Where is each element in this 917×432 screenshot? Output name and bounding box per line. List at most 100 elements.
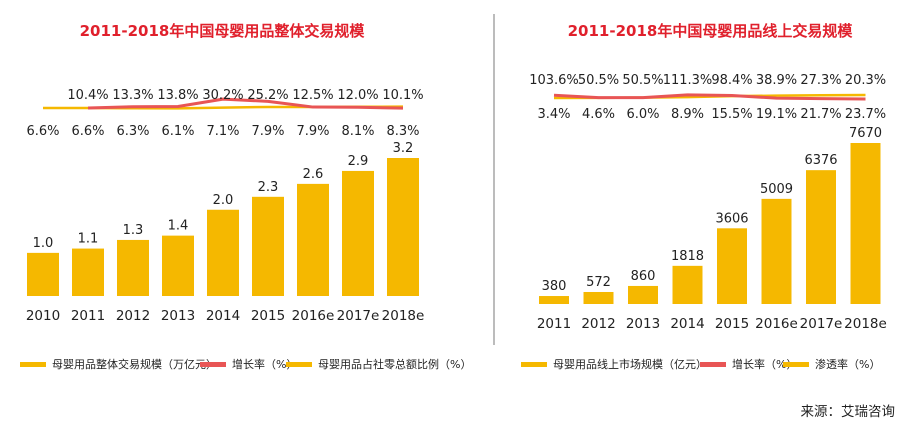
l-bar-2013	[162, 235, 194, 296]
right-chart: 2011-2018年中国母婴用品线上交易规模 3.4% 4.6% 6.0% 8.9% 1…	[521, 22, 887, 371]
r-category-tick: 2013	[626, 316, 660, 332]
left-growth-line-group: 10.4% 13.3% 13.8% 30.2% 25.2% 12.5% 12.0% 10.1%	[67, 88, 424, 110]
r-ratio-label: 15.5%	[711, 107, 752, 122]
l-growth-label: 13.3%	[112, 88, 153, 103]
l-ratio-label: 6.6%	[71, 124, 104, 139]
l-growth-label: 10.1%	[382, 88, 423, 103]
r-ratio-label: 23.7%	[845, 107, 886, 122]
l-bar-label: 2.3	[258, 180, 279, 195]
r-growth-label: 27.3%	[800, 73, 841, 88]
left-bars-group: 1.0 2010 1.1 2011 1.3 2012 1.4 2013 2.0 2014 2.3 20…	[26, 141, 425, 324]
l-growth-line	[87, 97, 404, 110]
r-category-tick: 2017e	[800, 316, 843, 332]
r-growth-label: 38.9%	[756, 73, 797, 88]
r-category-tick: 2016e	[755, 316, 798, 332]
r-bar-label: 7670	[849, 126, 882, 141]
r-bar-label: 6376	[804, 153, 837, 168]
left-chart: 2011-2018年中国母婴用品整体交易规模 6.6% 6.6% 6.3% 6.1% 7…	[20, 22, 471, 371]
l-ratio-label: 7.9%	[296, 124, 329, 139]
r-growth-label: 50.5%	[622, 73, 663, 88]
l-bar-label: 1.0	[33, 236, 54, 251]
l-ratio-label: 7.1%	[206, 124, 239, 139]
l-growth-label: 12.5%	[292, 88, 333, 103]
r-bar-label: 5009	[760, 182, 793, 197]
right-chart-title: 2011-2018年中国母婴用品线上交易规模	[568, 22, 854, 40]
r-bar-label: 3606	[715, 211, 748, 226]
r-ratio-label: 8.9%	[671, 107, 704, 122]
r-growth-label: 111.3%	[663, 73, 713, 88]
r-legend-label: 增长率（%）	[732, 357, 797, 371]
source-note: 来源：艾瑞咨询	[801, 404, 896, 420]
r-legend-label: 母婴用品线上市场规模（亿元）	[553, 357, 707, 371]
r-growth-label: 50.5%	[578, 73, 619, 88]
l-bar-label: 3.2	[393, 141, 414, 156]
r-bar-2018e	[850, 143, 881, 304]
r-bar-2017e	[806, 170, 836, 304]
r-category-tick: 2011	[537, 316, 571, 332]
r-growth-label: 98.4%	[711, 73, 752, 88]
l-category-tick: 2014	[206, 308, 240, 324]
l-growth-label: 12.0%	[337, 88, 378, 103]
r-bar-label: 860	[631, 269, 656, 284]
l-ratio-label: 6.6%	[26, 124, 59, 139]
l-bar-label: 1.3	[123, 223, 144, 238]
l-ratio-label: 7.9%	[251, 124, 284, 139]
l-legend-label: 母婴用品整体交易规模（万亿元）	[52, 357, 217, 371]
right-bars-group: 380 2011 572 2012 860 2013 1818 2014 3606 2015 500…	[537, 126, 887, 332]
l-growth-label: 13.8%	[157, 88, 198, 103]
l-bar-2011	[72, 248, 104, 296]
r-growth-label: 20.3%	[845, 73, 886, 88]
left-legend: 母婴用品整体交易规模（万亿元） 增长率（%） 母婴用品占社零总额比例（%）	[20, 357, 471, 371]
r-legend-swatch	[783, 362, 809, 367]
l-legend-swatch	[286, 362, 312, 367]
r-category-tick: 2018e	[844, 316, 887, 332]
r-bar-2016e	[761, 198, 792, 304]
right-growth-line-group: 103.6% 50.5% 50.5% 111.3% 98.4% 38.9% 27.3% 20.…	[529, 73, 886, 101]
l-category-tick: 2011	[71, 308, 105, 324]
l-ratio-label: 6.3%	[116, 124, 149, 139]
r-ratio-label: 19.1%	[756, 107, 797, 122]
r-bar-2013	[628, 285, 658, 304]
r-growth-line	[553, 93, 866, 101]
l-growth-label: 30.2%	[202, 88, 243, 103]
l-bar-label: 1.4	[168, 219, 189, 234]
l-bar-label: 2.9	[348, 154, 369, 169]
right-legend: 母婴用品线上市场规模（亿元） 增长率（%） 渗透率（%）	[521, 357, 880, 371]
left-chart-title: 2011-2018年中国母婴用品整体交易规模	[80, 22, 366, 40]
l-bar-2014	[207, 209, 239, 296]
r-category-tick: 2015	[715, 316, 749, 332]
r-growth-label: 103.6%	[529, 73, 579, 88]
r-bar-2015	[717, 228, 747, 304]
l-category-tick: 2016e	[292, 308, 335, 324]
l-category-tick: 2010	[26, 308, 60, 324]
l-category-tick: 2012	[116, 308, 150, 324]
r-bar-label: 1818	[671, 249, 704, 264]
r-bar-label: 572	[586, 275, 611, 290]
l-growth-label: 25.2%	[247, 88, 288, 103]
r-ratio-label: 21.7%	[800, 107, 841, 122]
l-bar-2018e	[387, 158, 419, 296]
r-bar-label: 380	[542, 279, 567, 294]
r-category-tick: 2012	[581, 316, 615, 332]
l-legend-swatch	[20, 362, 46, 367]
l-legend-swatch	[200, 362, 226, 367]
l-bar-2016e	[297, 183, 329, 296]
left-ratio-line-group: 6.6% 6.6% 6.3% 6.1% 7.1% 7.9% 7.9% 8.1% 8.3%	[26, 105, 420, 139]
l-legend-label: 增长率（%）	[232, 357, 297, 371]
l-growth-label: 10.4%	[67, 88, 108, 103]
r-category-tick: 2014	[670, 316, 704, 332]
r-bar-2012	[583, 291, 614, 304]
r-ratio-label: 3.4%	[537, 107, 570, 122]
l-bar-2010	[27, 252, 59, 296]
r-legend-swatch	[521, 362, 547, 367]
l-ratio-label: 8.3%	[386, 124, 419, 139]
l-bar-2017e	[342, 170, 374, 296]
l-bar-label: 2.6	[303, 167, 324, 182]
l-bar-2015	[252, 196, 284, 296]
l-category-tick: 2013	[161, 308, 195, 324]
r-bar-2011	[539, 296, 569, 304]
l-ratio-label: 8.1%	[341, 124, 374, 139]
r-legend-label: 渗透率（%）	[815, 357, 880, 371]
l-ratio-label: 6.1%	[161, 124, 194, 139]
